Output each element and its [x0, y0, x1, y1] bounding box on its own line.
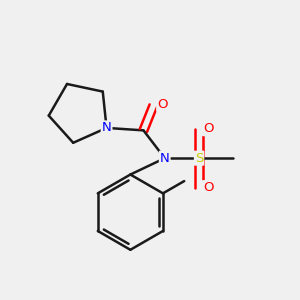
Text: O: O: [157, 98, 168, 111]
Text: N: N: [102, 122, 112, 134]
Text: N: N: [160, 152, 169, 165]
Text: O: O: [203, 122, 214, 135]
Text: S: S: [195, 152, 203, 165]
Text: O: O: [203, 181, 214, 194]
